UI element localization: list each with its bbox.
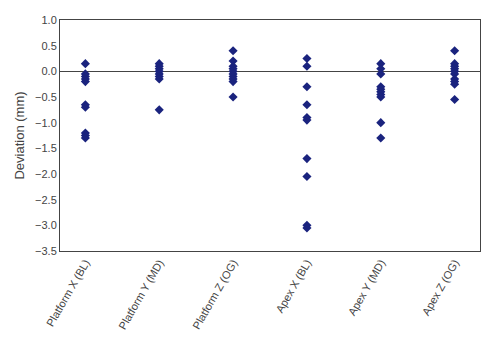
svg-text:−0.5: −0.5 xyxy=(35,91,57,103)
svg-text:Platform Y (MD): Platform Y (MD) xyxy=(116,257,166,331)
svg-text:Apex X (BL): Apex X (BL) xyxy=(273,257,313,314)
svg-text:−3.5: −3.5 xyxy=(35,245,57,257)
svg-text:Platform X (BL): Platform X (BL) xyxy=(44,257,92,328)
svg-text:−1.0: −1.0 xyxy=(35,117,57,129)
svg-text:−3.0: −3.0 xyxy=(35,219,57,231)
svg-text:−2.0: −2.0 xyxy=(35,168,57,180)
svg-text:Platform Z (OG): Platform Z (OG) xyxy=(190,257,240,331)
svg-text:1.0: 1.0 xyxy=(42,14,57,26)
svg-text:−1.5: −1.5 xyxy=(35,142,57,154)
svg-text:−2.5: −2.5 xyxy=(35,194,57,206)
svg-text:Deviation (mm): Deviation (mm) xyxy=(12,91,27,179)
svg-text:0.5: 0.5 xyxy=(42,40,57,52)
svg-text:0.0: 0.0 xyxy=(42,65,57,77)
svg-text:Apex Y (MD): Apex Y (MD) xyxy=(346,257,388,317)
svg-text:Apex Z (OG): Apex Z (OG) xyxy=(420,257,462,317)
